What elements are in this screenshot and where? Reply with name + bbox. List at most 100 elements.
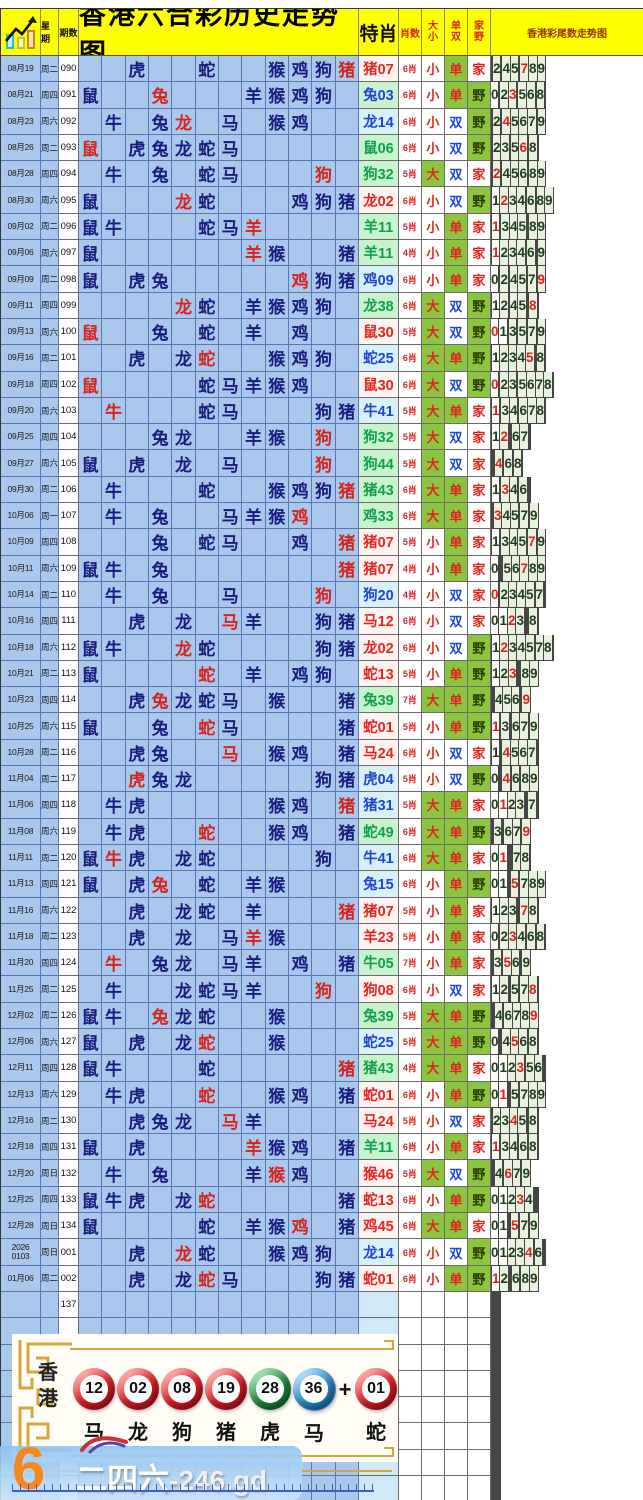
tail-digit-cell (533, 1239, 535, 1266)
weekday-cell: 周日 (41, 1160, 59, 1187)
size-cell (421, 1318, 445, 1345)
date-cell: 12月28 (1, 1213, 41, 1240)
count-cell: 5肖 (398, 1002, 422, 1029)
tail-digit-cell (545, 1055, 547, 1082)
tail-digit-cell (502, 555, 504, 582)
date-cell: 12月06 (1, 1028, 41, 1056)
tail-digit-cell: 8 (529, 555, 538, 582)
zodiac-cell: 兔 (148, 424, 173, 451)
tail-digit-cell (491, 161, 493, 188)
zodiac-cell (265, 161, 289, 188)
size-cell: 小 (421, 1186, 445, 1214)
parity-cell: 单 (444, 923, 468, 951)
lottery-ball: 01 (355, 1368, 397, 1410)
zodiac-cell (242, 1265, 266, 1292)
issue-cell: 101 (59, 345, 79, 372)
zodiac-cell (312, 713, 336, 740)
ball-zodiac-label: 猪 (216, 1422, 236, 1444)
tail-digit-cell (544, 581, 546, 609)
zodiac-cell: 鸡 (288, 660, 313, 688)
zodiac-cell: 龙 (172, 634, 196, 661)
tail-digit-cell: 2 (500, 634, 509, 661)
parity-cell: 单 (444, 345, 468, 372)
zodiac-cell: 鼠 (79, 82, 103, 109)
col-header-texiao: 特肖 (359, 9, 399, 56)
tail-digit-cell (500, 476, 502, 504)
tail-digit-cell: 2 (507, 792, 517, 819)
count-cell: 5肖 (398, 397, 422, 425)
draw-row: 10月09 周四 108 兔蛇马鸡猪猪07 5肖小单家 1 3 4 5 7 9 (1, 529, 643, 556)
zodiac-cell: 龙 (172, 450, 196, 477)
issue-cell: 108 (59, 529, 79, 556)
draw-row: 10月18 周六 112 鼠牛龙蛇狗猪龙02 6肖小双野 1 2 3 4 5 7 8 (1, 634, 643, 661)
draw-row: 11月11 周二 120 鼠牛虎龙蛇狗牛41 6肖大单家 0 1 7 8 (1, 844, 643, 872)
tail-digit-cell: 8 (529, 608, 538, 635)
date-cell: 12月02 (1, 1002, 41, 1029)
zodiac-cell (242, 1055, 266, 1082)
zodiac-cell: 鸡 (288, 476, 313, 504)
draw-row: 08月21 周四 091 鼠兔羊猴鸡狗兔03 6肖小单野 0 2 3 5 6 8 (1, 82, 643, 109)
zodiac-cell (288, 240, 313, 267)
zodiac-cell (79, 608, 103, 635)
tail-digit-cell (543, 1055, 545, 1082)
zodiac-cell: 狗 (312, 424, 336, 451)
weekday-cell: 周六 (41, 1081, 59, 1108)
tail-digit-cell: 8 (536, 187, 546, 214)
zodiac-cell (218, 1002, 243, 1029)
ball-number: 08 (168, 1375, 196, 1403)
tail-digit-cell: 8 (529, 871, 538, 898)
parity-bottom-label: 双 (451, 32, 461, 43)
zodiac-cell (148, 345, 173, 372)
date-cell: 12月11 (1, 1055, 41, 1082)
tail-digit-cell: 0 (490, 1213, 500, 1240)
zodiac-cell (172, 266, 196, 293)
tail-digit-cell: 6 (519, 108, 528, 135)
issue-cell: 121 (59, 871, 79, 898)
zodiac-cell (148, 1291, 173, 1319)
tail-digit-cell: 8 (529, 976, 538, 1003)
tail-digit-cell (518, 397, 520, 425)
col-header-issue: 期数 (59, 9, 79, 56)
zodiac-cell (265, 766, 289, 793)
tail-digit-cell (537, 897, 539, 924)
zodiac-cell (102, 1291, 126, 1319)
zodiac-cell: 牛 (102, 792, 126, 819)
tail-digit-cell (495, 1397, 497, 1424)
tail-digit-cell (490, 1370, 492, 1398)
tail-digit-cell: 8 (536, 345, 546, 372)
count-cell: 6肖 (398, 1186, 422, 1214)
tail-digit-cell (491, 818, 493, 845)
tail-digit-cell (494, 1397, 496, 1424)
ball-zodiac-label: 狗 (172, 1422, 192, 1444)
zodiac-cell: 兔 (148, 581, 173, 609)
issue-cell: 117 (59, 766, 79, 793)
zodiac-cell (148, 1186, 173, 1214)
tail-digit-cell (493, 1344, 495, 1371)
wild-cell: 野 (467, 634, 491, 661)
zodiac-cell (79, 108, 103, 135)
zodiac-cell (265, 266, 289, 293)
tail-digit-cell (496, 1449, 498, 1477)
zodiac-cell (265, 950, 289, 977)
tail-digit-cell (492, 503, 494, 530)
zodiac-cell (148, 923, 173, 951)
tail-digit-cell (519, 1081, 521, 1108)
ball-number: 01 (362, 1375, 390, 1403)
tail-digit-cell: 1 (491, 187, 501, 214)
zodiac-cell: 蛇 (195, 1239, 219, 1266)
date-cell: 10月23 (1, 687, 41, 714)
count-cell: 4肖 (398, 1055, 422, 1082)
tail-digit-cell (526, 923, 527, 951)
parity-cell: 单 (444, 1028, 468, 1056)
tail-digit-cell: 3 (508, 371, 518, 398)
zodiac-cell (288, 687, 313, 714)
zodiac-cell (288, 1002, 313, 1029)
zodiac-cell (312, 503, 336, 530)
zodiac-cell (148, 397, 173, 425)
count-cell: 6肖 (398, 1081, 422, 1108)
zodiac-cell (148, 1265, 173, 1292)
date-cell: 09月18 (1, 371, 41, 398)
wild-cell: 野 (467, 660, 491, 688)
zodiac-cell: 羊 (242, 976, 266, 1003)
zodiac-cell (218, 1213, 243, 1240)
